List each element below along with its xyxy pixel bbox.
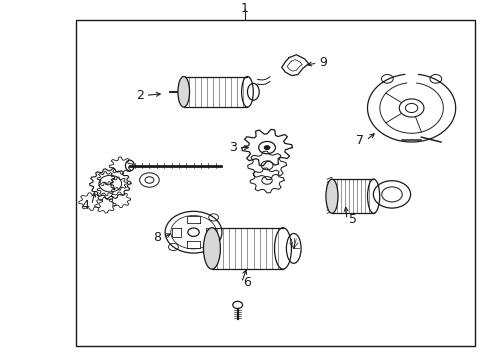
Ellipse shape — [178, 77, 190, 107]
Text: 9: 9 — [319, 57, 327, 69]
Circle shape — [264, 145, 270, 150]
Text: 4: 4 — [82, 199, 90, 212]
Text: 7: 7 — [356, 134, 364, 147]
Text: 6: 6 — [244, 276, 251, 289]
Text: 8: 8 — [153, 231, 161, 244]
Text: 2: 2 — [136, 89, 144, 102]
Text: 5: 5 — [349, 213, 357, 226]
Text: 3: 3 — [229, 141, 237, 154]
Text: 1: 1 — [241, 3, 249, 15]
Ellipse shape — [203, 228, 220, 269]
Ellipse shape — [326, 179, 338, 213]
